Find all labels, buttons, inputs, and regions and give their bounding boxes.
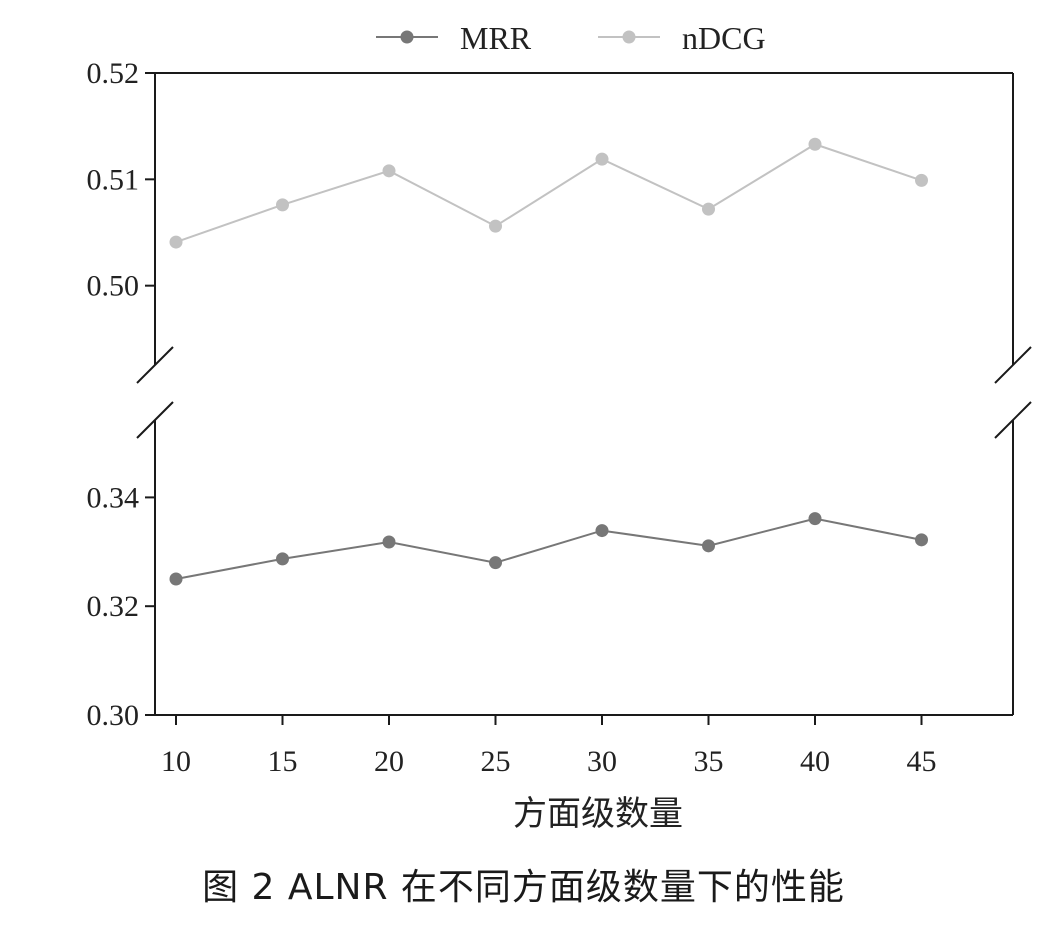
data-point-mrr [808,512,822,526]
legend-label-mrr: MRR [460,20,532,56]
data-point-mrr [169,572,183,586]
axis-break-mark [136,401,174,439]
series-line-ndcg [175,143,922,244]
y-lower-tick-label: 0.32 [87,590,140,623]
data-point-ndcg [489,219,502,233]
data-point-ndcg [169,235,183,249]
x-tick-label: 20 [374,745,404,778]
axis-break-mark [994,401,1032,439]
y-upper-tick-label: 0.50 [87,270,140,303]
data-point-ndcg [595,152,609,166]
data-point-mrr [915,533,928,547]
data-point-mrr [595,524,609,538]
series-layer [169,137,928,586]
data-point-ndcg [276,198,289,212]
legend-marker-mrr [400,30,414,44]
data-point-ndcg [808,137,822,151]
data-point-ndcg [915,173,928,187]
figure-caption: 图 2 ALNR 在不同方面级数量下的性能 [202,867,845,908]
line-chart: MRR nDCG 0.50 0.51 0.52 0.30 0.32 0.34 10 15 20 25… [87,20,1032,833]
legend-label-ndcg: nDCG [682,20,766,56]
axis-break-mark [136,346,174,384]
x-tick-label: 35 [694,745,724,778]
x-tick-label: 40 [800,745,830,778]
data-point-mrr [489,556,502,570]
x-tick-label: 30 [587,745,617,778]
y-upper-tick-label: 0.52 [87,57,140,90]
y-upper-tick-label: 0.51 [87,163,140,196]
x-axis-title: 方面级数量 [513,795,683,833]
x-tick-label: 45 [907,745,937,778]
data-point-ndcg [702,202,715,216]
x-tick-label: 10 [161,745,191,778]
y-lower-tick-label: 0.30 [87,699,140,732]
axis-break-mark [994,346,1032,384]
x-tick-label: 25 [481,745,511,778]
x-tick-label: 15 [268,745,298,778]
data-point-ndcg [382,164,396,178]
series-line-mrr [175,517,922,580]
axes: 0.50 0.51 0.52 0.30 0.32 0.34 10 15 20 25 30 35 40 45 [87,57,1032,778]
legend-marker-ndcg [622,30,636,44]
data-point-mrr [702,539,715,553]
data-point-mrr [382,535,396,549]
legend: MRR nDCG [376,20,766,56]
data-point-mrr [276,552,289,566]
y-lower-tick-label: 0.34 [87,481,140,514]
